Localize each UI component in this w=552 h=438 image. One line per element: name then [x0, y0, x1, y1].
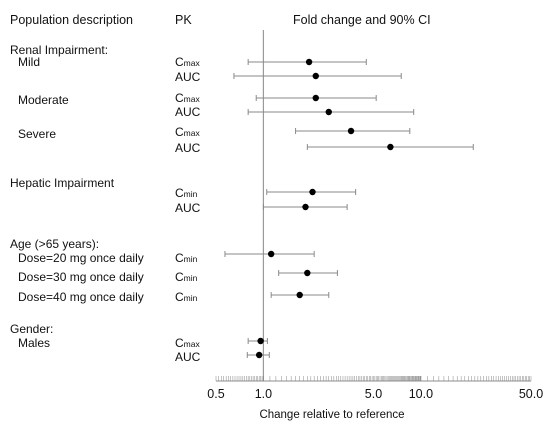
- row-label-severe: Severe: [18, 127, 57, 141]
- pk-label-base: AUC: [175, 141, 201, 155]
- x-tick-label: 10.0: [409, 387, 433, 401]
- point-estimate: [387, 143, 394, 151]
- pk-label-sub: max: [183, 339, 200, 349]
- pk-label: AUC: [175, 70, 200, 84]
- x-axis-minor-ticks: [215, 376, 532, 381]
- header-pk: PK: [175, 13, 192, 27]
- header-fold-change: Fold change and 90% CI: [293, 13, 431, 27]
- point-estimate: [267, 250, 275, 258]
- point-estimate: [255, 351, 263, 359]
- row-label-moderate: Moderate: [18, 93, 69, 107]
- pk-label-base: C: [175, 186, 184, 200]
- pk-label: Cmax: [175, 91, 200, 106]
- point-estimate: [305, 58, 313, 66]
- x-tick-label: 0.5: [207, 387, 224, 401]
- point-estimate: [347, 127, 355, 135]
- group-label: Hepatic Impairment: [10, 176, 115, 190]
- pk-label: Cmin: [175, 251, 197, 266]
- row-label-males: Males: [18, 336, 51, 350]
- point-estimate: [257, 337, 264, 345]
- row-label-dose-20mg: Dose=20 mg once daily: [18, 251, 144, 265]
- group-label: Age (>65 years):: [10, 237, 100, 251]
- pk-label-base: AUC: [175, 70, 201, 84]
- x-tick-label: 1.0: [255, 387, 272, 401]
- group-label: Gender:: [10, 322, 54, 336]
- pk-label-base: C: [175, 290, 184, 304]
- point-estimate: [304, 269, 311, 277]
- x-axis-label: Change relative to reference: [259, 409, 404, 421]
- pk-label-base: C: [175, 270, 184, 284]
- pk-label-base: C: [175, 55, 184, 69]
- pk-label: Cmax: [175, 125, 200, 140]
- pk-label-sub: min: [183, 254, 198, 264]
- point-estimate: [312, 94, 319, 102]
- pk-label: AUC: [175, 350, 200, 364]
- pk-label-sub: min: [183, 293, 198, 303]
- row-label-mild: Mild: [18, 55, 41, 69]
- x-tick-label: 5.0: [365, 387, 382, 401]
- point-estimate: [312, 72, 319, 80]
- pk-label-base: C: [175, 251, 184, 265]
- point-estimate: [296, 291, 303, 299]
- group-label: Renal Impairment:: [10, 43, 109, 57]
- pk-label-base: AUC: [175, 201, 201, 215]
- pk-label: AUC: [175, 105, 200, 119]
- x-tick-label: 50.0: [519, 387, 543, 401]
- row-label-dose-40mg: Dose=40 mg once daily: [18, 290, 144, 304]
- pk-label-base: AUC: [175, 350, 201, 364]
- pk-label-sub: max: [183, 58, 200, 68]
- point-estimate: [309, 188, 316, 196]
- pk-label-sub: max: [183, 94, 200, 104]
- point-estimate: [302, 203, 309, 211]
- pk-label: Cmax: [175, 336, 200, 351]
- pk-label: Cmin: [175, 270, 197, 285]
- pk-label-base: C: [175, 91, 184, 105]
- pk-label: AUC: [175, 141, 200, 155]
- pk-label: Cmin: [175, 290, 197, 305]
- pk-label-sub: max: [183, 128, 200, 138]
- pk-label-base: C: [175, 336, 184, 350]
- pk-label-sub: min: [183, 189, 198, 199]
- point-estimate: [325, 108, 332, 116]
- pk-label-sub: min: [183, 273, 198, 283]
- pk-label: AUC: [175, 201, 200, 215]
- header-population-description: Population description: [10, 13, 133, 27]
- pk-label-base: AUC: [175, 105, 201, 119]
- row-label-dose-30mg: Dose=30 mg once daily: [18, 270, 144, 284]
- pk-label-base: C: [175, 125, 184, 139]
- pk-label: Cmax: [175, 55, 200, 70]
- pk-label: Cmin: [175, 186, 197, 201]
